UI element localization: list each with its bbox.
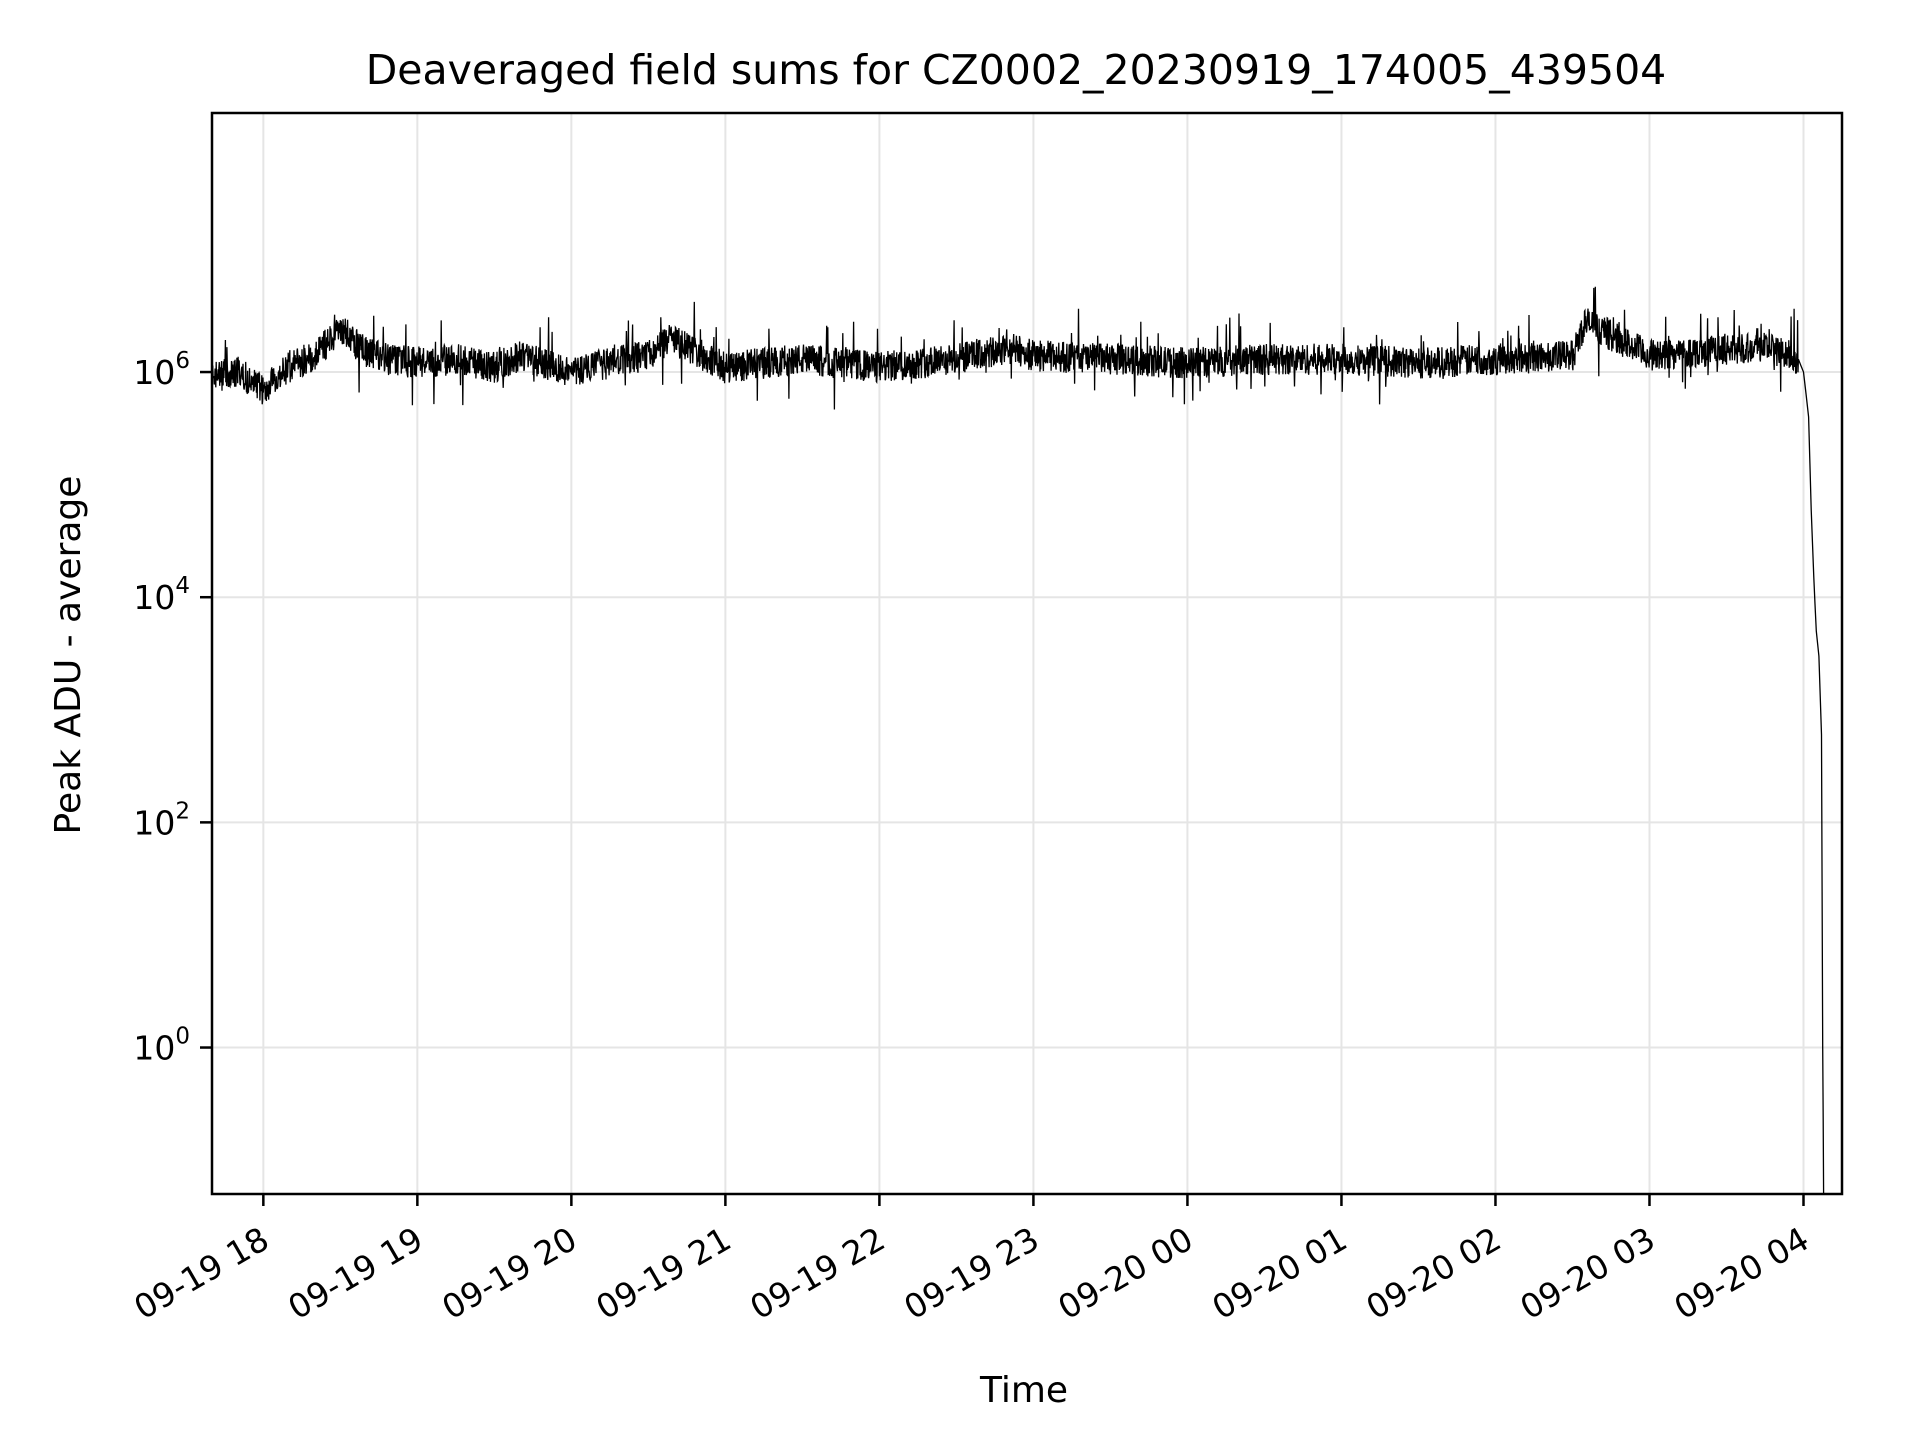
y-axis-label: Peak ADU - average bbox=[48, 476, 89, 835]
x-tick-label: 09-20 02 bbox=[1359, 1219, 1507, 1327]
plot-frame bbox=[210, 111, 1844, 1196]
y-tick-label: 102 bbox=[133, 798, 190, 842]
x-axis: 09-19 18 09-19 19 09-19 20 09-19 21 09-19 22… bbox=[127, 1194, 1815, 1327]
x-axis-label: Time bbox=[979, 1370, 1068, 1411]
x-tick-label: 09-19 20 bbox=[435, 1219, 583, 1327]
y-tick-label: 104 bbox=[133, 573, 190, 617]
x-tick-label: 09-20 00 bbox=[1051, 1219, 1199, 1327]
series-line bbox=[212, 286, 1825, 1194]
x-tick-label: 09-19 21 bbox=[589, 1219, 737, 1327]
plot-area bbox=[212, 286, 1825, 1194]
y-axis: 100 102 104 106 bbox=[133, 348, 212, 1068]
y-tick-label: 106 bbox=[133, 348, 190, 392]
x-tick-label: 09-20 01 bbox=[1205, 1219, 1353, 1327]
x-tick-label: 09-19 23 bbox=[897, 1219, 1045, 1327]
x-tick-label: 09-19 19 bbox=[281, 1219, 429, 1327]
x-tick-label: 09-20 04 bbox=[1667, 1219, 1815, 1327]
x-tick-label: 09-19 18 bbox=[127, 1219, 275, 1327]
chart-title: Deaveraged field sums for CZ0002_2023091… bbox=[366, 46, 1667, 94]
x-tick-label: 09-19 22 bbox=[743, 1219, 891, 1327]
x-tick-label: 09-20 03 bbox=[1513, 1219, 1661, 1327]
y-tick-label: 100 bbox=[133, 1024, 190, 1068]
grid bbox=[212, 113, 1842, 1194]
